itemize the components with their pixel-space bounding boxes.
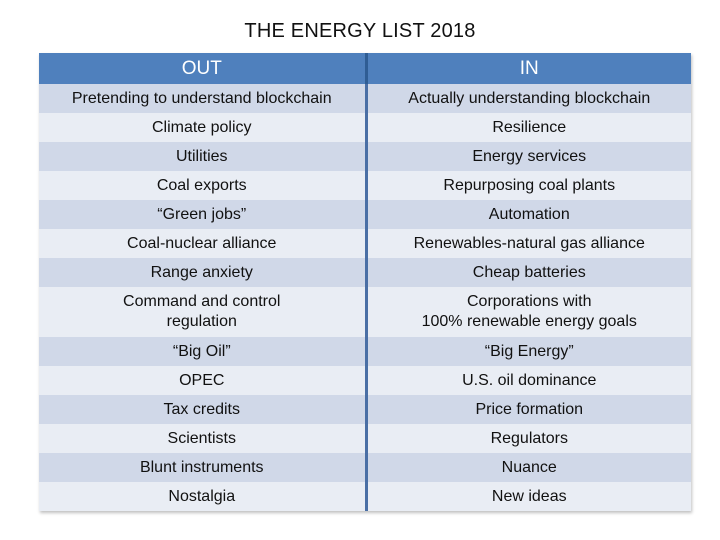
energy-list-table-wrapper: OUT IN Pretending to understand blockcha… — [39, 53, 691, 511]
out-cell-text: “Big Oil” — [172, 342, 231, 360]
in-cell: U.S. oil dominance — [366, 366, 691, 395]
in-cell-text: Energy services — [472, 147, 587, 165]
table-row: Tax credits Price formation — [39, 395, 691, 424]
column-header-out: OUT — [39, 53, 368, 84]
in-cell-text: Corporations with — [467, 293, 592, 310]
in-cell: Price formation — [366, 395, 691, 424]
table-row: Range anxiety Cheap batteries — [39, 258, 691, 287]
in-cell-text: U.S. oil dominance — [462, 371, 597, 389]
table-row: Nostalgia New ideas — [39, 482, 691, 511]
in-cell-text: Repurposing coal plants — [443, 176, 616, 194]
out-cell-text: regulation — [166, 313, 237, 330]
in-cell-text: Actually understanding blockchain — [408, 89, 651, 107]
in-cell-text: Resilience — [492, 118, 567, 136]
in-cell-text: Cheap batteries — [472, 263, 586, 281]
in-cell-text: Renewables-natural gas alliance — [413, 234, 645, 252]
table-row: Command and control regulation Corporation… — [39, 287, 691, 337]
out-cell-text: “Green jobs” — [157, 205, 247, 223]
table-body: Pretending to understand blockchain Actua… — [39, 84, 691, 511]
out-cell: Scientists — [39, 424, 368, 453]
in-cell: Regulators — [366, 424, 691, 453]
in-cell-text: “Big Energy” — [484, 342, 574, 360]
out-cell: “Green jobs” — [39, 200, 368, 229]
out-cell: “Big Oil” — [39, 337, 368, 366]
out-cell-text: Coal-nuclear alliance — [127, 234, 277, 252]
out-cell-text: Pretending to understand blockchain — [71, 89, 332, 107]
in-cell: Cheap batteries — [366, 258, 691, 287]
in-cell-text: Price formation — [475, 400, 584, 418]
out-cell: OPEC — [39, 366, 368, 395]
in-cell-text: New ideas — [491, 487, 567, 505]
in-cell: Corporations with 100% renewable energy g… — [366, 287, 691, 337]
out-cell-text: Blunt instruments — [139, 458, 264, 476]
energy-list-table: OUT IN Pretending to understand blockcha… — [39, 53, 691, 511]
table-row: Scientists Regulators — [39, 424, 691, 453]
out-cell-text: OPEC — [179, 371, 225, 389]
in-cell: Energy services — [366, 142, 691, 171]
out-cell: Range anxiety — [39, 258, 368, 287]
in-cell: Nuance — [366, 453, 691, 482]
out-cell: Utilities — [39, 142, 368, 171]
out-cell: Coal-nuclear alliance — [39, 229, 368, 258]
in-cell-text: Regulators — [490, 429, 568, 447]
table-row: Coal exports Repurposing coal plants — [39, 171, 691, 200]
out-cell: Nostalgia — [39, 482, 368, 511]
out-cell-text: Nostalgia — [168, 487, 236, 505]
out-cell: Climate policy — [39, 113, 368, 142]
out-cell-text: Utilities — [175, 147, 228, 165]
table-row: “Green jobs” Automation — [39, 200, 691, 229]
in-cell: Automation — [366, 200, 691, 229]
in-cell: Actually understanding blockchain — [366, 84, 691, 113]
table-row: Coal-nuclear alliance Renewables-natural … — [39, 229, 691, 258]
in-cell: New ideas — [366, 482, 691, 511]
out-cell-text: Scientists — [167, 429, 236, 447]
in-cell: Renewables-natural gas alliance — [366, 229, 691, 258]
out-cell: Coal exports — [39, 171, 368, 200]
page-title: THE ENERGY LIST 2018 — [244, 20, 476, 42]
in-cell-text: Automation — [488, 205, 570, 223]
table-row: Utilities Energy services — [39, 142, 691, 171]
in-cell: Resilience — [366, 113, 691, 142]
table-row: Climate policy Resilience — [39, 113, 691, 142]
out-cell-text: Command and control — [123, 293, 281, 310]
in-cell: “Big Energy” — [366, 337, 691, 366]
out-cell: Pretending to understand blockchain — [39, 84, 368, 113]
header-row: OUT IN — [39, 53, 691, 84]
table-row: Blunt instruments Nuance — [39, 453, 691, 482]
in-cell-text: Nuance — [501, 458, 557, 476]
out-cell-text: Range anxiety — [150, 263, 253, 281]
table-row: OPEC U.S. oil dominance — [39, 366, 691, 395]
table-row: “Big Oil” “Big Energy” — [39, 337, 691, 366]
out-cell-text: Coal exports — [156, 176, 247, 194]
table-row: Pretending to understand blockchain Actua… — [39, 84, 691, 113]
out-cell: Tax credits — [39, 395, 368, 424]
column-header-in: IN — [366, 53, 691, 84]
out-cell-text: Tax credits — [163, 400, 240, 418]
in-cell-text: 100% renewable energy goals — [421, 313, 637, 330]
out-cell-text: Climate policy — [151, 118, 252, 136]
out-cell: Blunt instruments — [39, 453, 368, 482]
out-cell: Command and control regulation — [39, 287, 368, 337]
in-cell: Repurposing coal plants — [366, 171, 691, 200]
